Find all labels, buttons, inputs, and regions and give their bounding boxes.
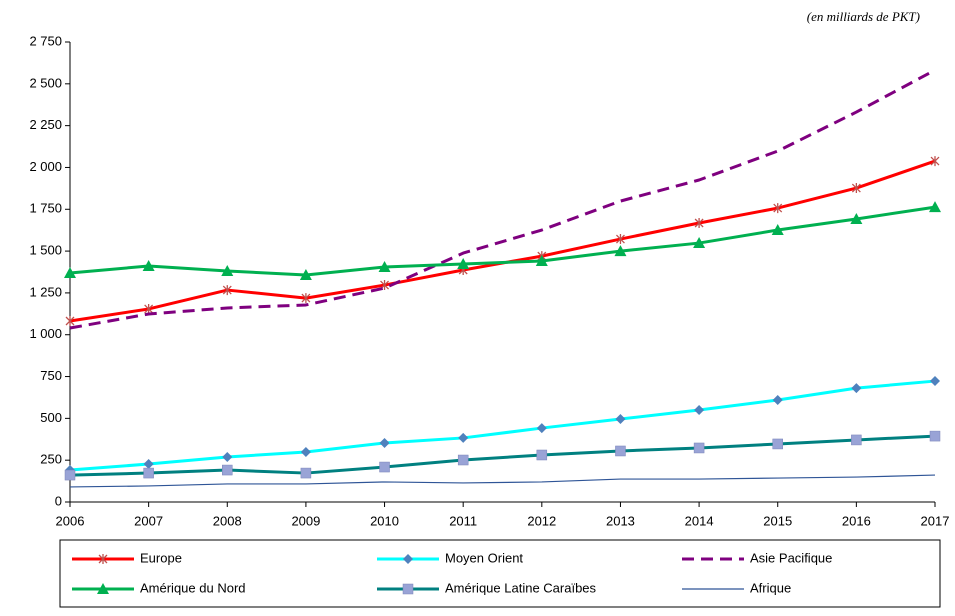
x-tick-label: 2011 [449,513,477,528]
data-point [457,454,469,466]
data-point [142,259,155,271]
data-point [65,316,75,327]
series-line [69,474,936,488]
x-tick-label: 2007 [134,513,163,528]
y-tick-label: 2 250 [29,117,62,132]
data-point [299,269,312,281]
x-tick-label: 2015 [763,513,792,528]
y-tick-label: 2 500 [29,75,62,90]
series-line [69,68,936,330]
data-point [222,452,233,463]
data-point [301,293,311,304]
legend-marker [98,554,108,564]
legend-marker [402,583,414,595]
x-tick-label: 2009 [291,513,320,528]
data-point [64,267,76,279]
y-tick-label: 250 [40,452,62,467]
legend-label: Europe [140,550,182,565]
legend-label: Amérique du Nord [140,580,246,595]
data-point [379,461,390,473]
data-point [929,430,941,442]
series-line [69,205,936,277]
x-tick-label: 2017 [921,513,950,528]
data-point [221,264,234,276]
data-point [615,414,626,425]
data-point [851,183,861,194]
legend-label: Asie Pacifique [750,550,832,565]
data-point [536,423,547,434]
y-tick-label: 1 250 [29,284,62,299]
data-point [144,303,154,314]
data-point [772,394,783,405]
series-line [69,379,936,472]
y-tick-label: 0 [55,493,62,508]
data-point [300,467,312,479]
data-point [300,446,311,457]
data-point [929,201,941,213]
x-tick-label: 2008 [213,513,242,528]
legend-label: Amérique Latine Caraïbes [445,580,597,595]
data-point [222,464,233,476]
data-point [536,449,548,461]
y-tick-label: 1 750 [29,201,62,216]
x-tick-label: 2014 [685,513,714,528]
data-point [693,442,705,454]
data-point [615,234,625,245]
data-point [143,459,154,470]
y-tick-label: 1 500 [29,243,62,258]
data-point [143,467,154,479]
x-tick-label: 2016 [842,513,871,528]
y-tick-label: 2 000 [29,159,62,174]
data-point [615,445,626,457]
legend-box [59,539,941,608]
series-line [69,434,936,477]
data-point [458,432,469,443]
legend-label: Afrique [750,580,791,595]
data-point [851,434,862,446]
x-tick-label: 2012 [527,513,556,528]
data-point [378,260,391,272]
data-point [693,237,706,249]
legend-marker [403,554,413,564]
data-point [772,438,783,450]
data-point [851,383,862,394]
y-tick-label: 2 750 [29,33,62,48]
data-point [694,217,704,228]
x-tick-label: 2013 [606,513,635,528]
y-tick-label: 750 [40,368,62,383]
x-tick-label: 2006 [56,513,85,528]
data-point [457,257,470,269]
data-point [930,156,940,167]
annotation: (en milliards de PKT) [807,9,920,24]
data-point [614,245,627,257]
y-tick-label: 1 000 [29,326,62,341]
data-point [850,212,863,224]
data-point [694,405,705,415]
y-tick-label: 500 [40,410,62,425]
legend-marker [97,583,109,594]
data-point [771,224,784,236]
data-point [535,254,548,266]
data-point [379,437,390,448]
data-point [64,469,76,481]
x-tick-label: 2010 [370,513,399,528]
legend-label: Moyen Orient [445,550,523,565]
data-point [773,203,783,214]
data-point [930,376,940,387]
data-point [222,285,232,296]
